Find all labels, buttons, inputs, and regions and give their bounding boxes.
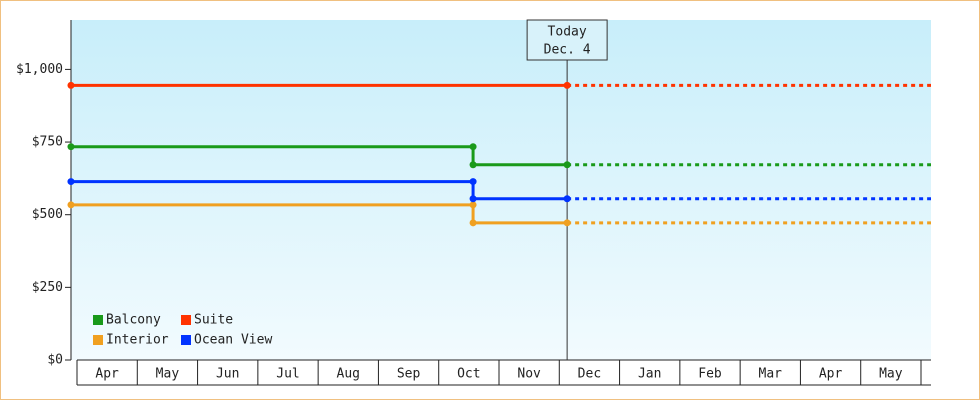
point (67, 178, 75, 186)
point (67, 201, 75, 209)
point (469, 219, 477, 227)
legend-label: Interior (106, 333, 169, 348)
today-label: Dec. 4 (544, 43, 591, 58)
y-tick-label: $0 (47, 353, 63, 368)
series-line (70, 203, 568, 225)
legend-swatch (181, 335, 191, 345)
point (67, 81, 75, 89)
point (469, 178, 477, 186)
y-tick-label: $750 (32, 135, 63, 150)
x-tick-label: Aug (337, 367, 360, 382)
x-tick-label: Dec (578, 367, 601, 382)
y-tick-label: $500 (32, 207, 63, 222)
x-tick-label: Mar (759, 367, 783, 382)
x-tick-label: Oct (457, 367, 480, 382)
point (563, 195, 571, 203)
point (469, 161, 477, 169)
point (563, 81, 571, 89)
series-line (70, 180, 568, 201)
x-tick-label: Sep (397, 367, 421, 382)
legend-swatch (93, 335, 103, 345)
legend-swatch (93, 315, 103, 325)
x-tick-label: Jun (216, 367, 239, 382)
y-tick-label: $1,000 (16, 62, 63, 77)
series-line (70, 145, 568, 167)
legend-swatch (181, 315, 191, 325)
plot-area (71, 20, 931, 360)
y-tick-label: $250 (32, 280, 63, 295)
x-tick-label: Jul (276, 367, 299, 382)
legend-label: Balcony (106, 313, 161, 328)
legend-label: Ocean View (194, 333, 272, 348)
point (67, 143, 75, 151)
today-box (526, 19, 608, 61)
legend-label: Suite (194, 313, 233, 328)
point (469, 195, 477, 203)
x-tick-label: Apr (95, 367, 119, 382)
point (469, 143, 477, 151)
point (563, 219, 571, 227)
x-tick-label: Jan (638, 367, 661, 382)
point (563, 161, 571, 169)
x-tick-label: Nov (517, 367, 541, 382)
x-tick-label: May (156, 367, 180, 382)
x-tick-label: Feb (698, 367, 722, 382)
x-tick-label: May (879, 367, 903, 382)
x-tick-label: Apr (819, 367, 843, 382)
today-label: Today (548, 25, 587, 40)
point (469, 201, 477, 209)
